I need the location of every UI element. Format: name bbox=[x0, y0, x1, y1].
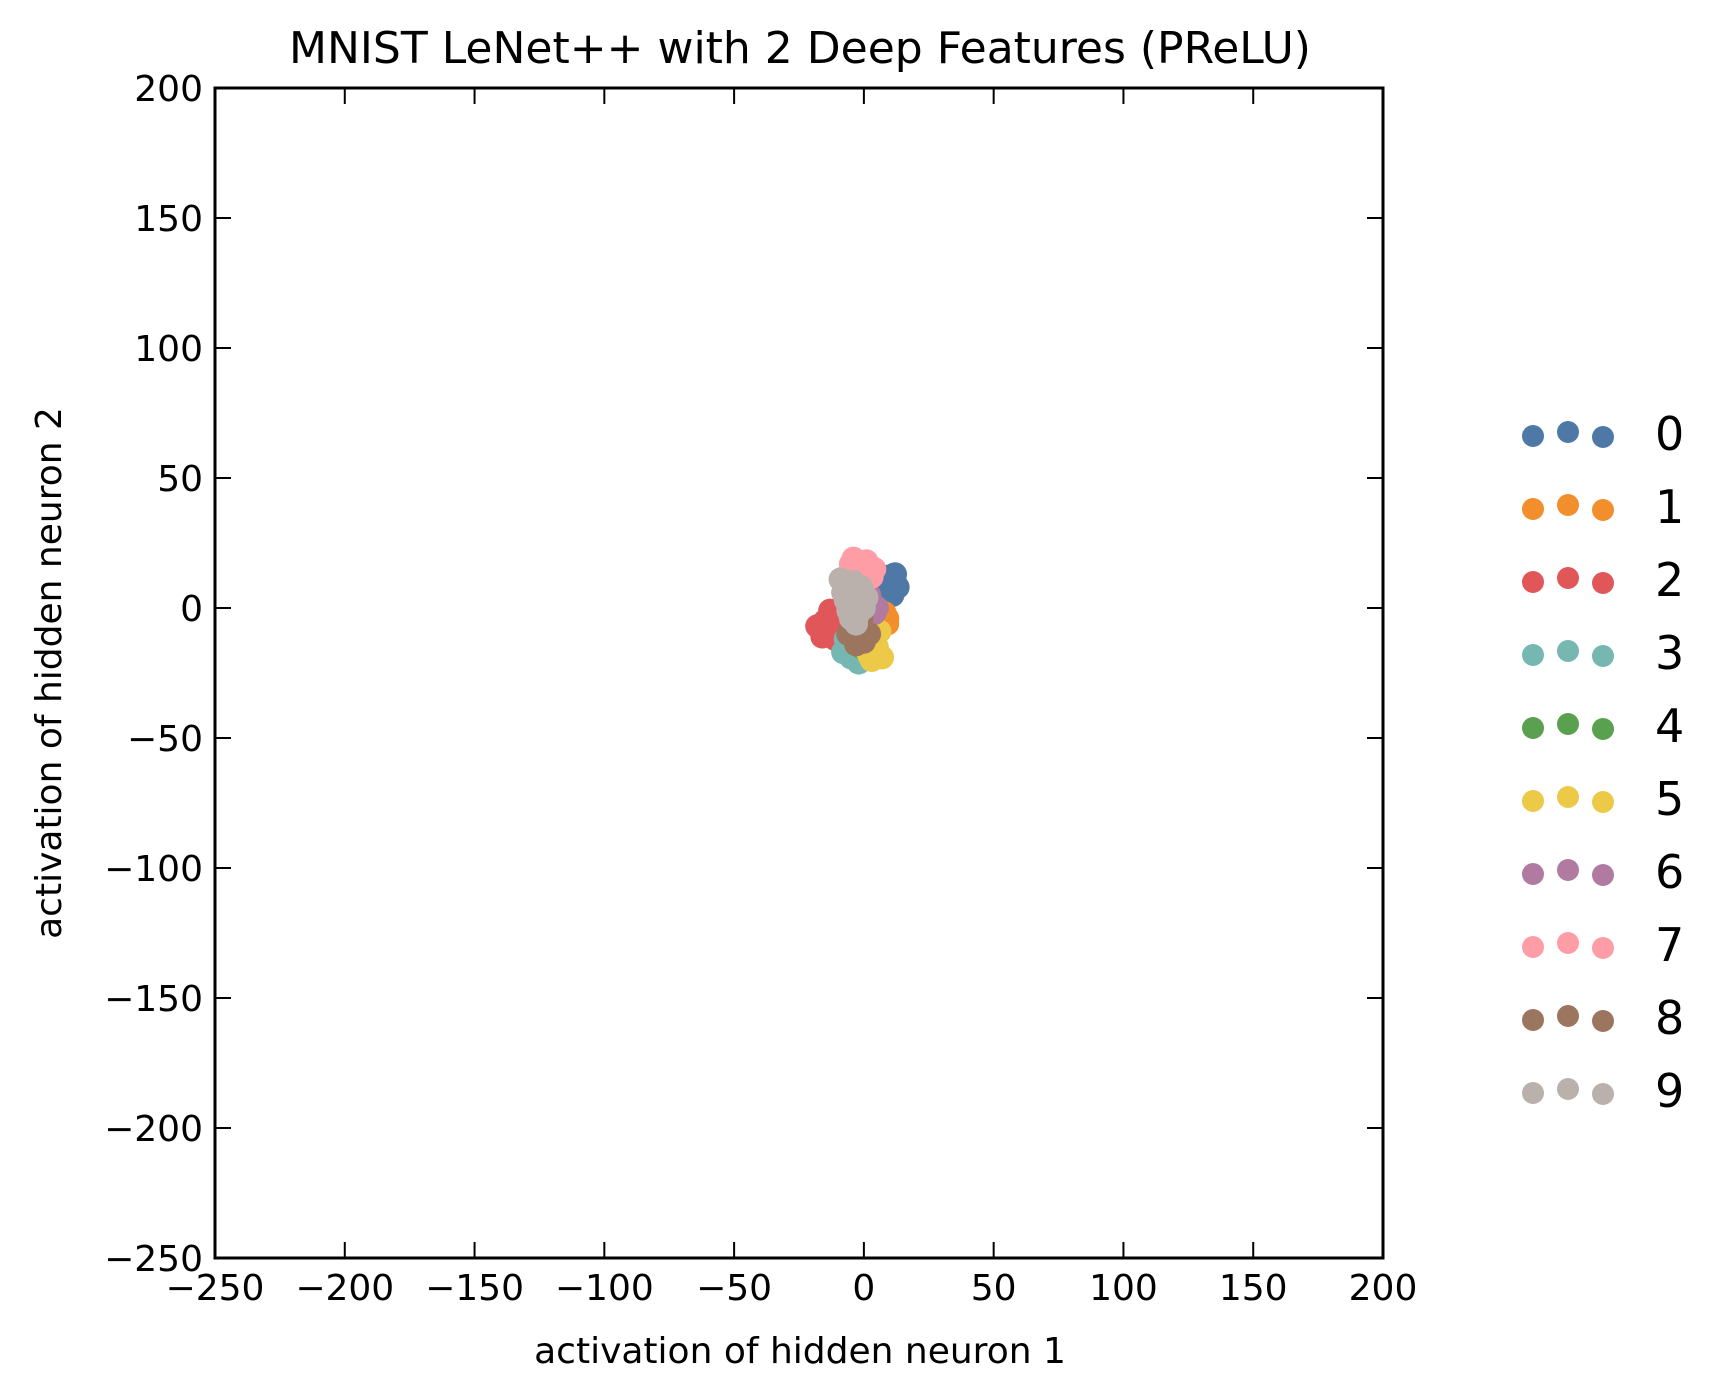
legend-marker bbox=[1592, 499, 1614, 521]
point-digit-9 bbox=[836, 598, 861, 623]
x-axis-label: activation of hidden neuron 1 bbox=[534, 1331, 1066, 1372]
legend-marker bbox=[1557, 786, 1579, 808]
legend-entry-6: 6 bbox=[1522, 845, 1684, 899]
legend-marker bbox=[1522, 498, 1544, 520]
legend-entry-9: 9 bbox=[1522, 1064, 1684, 1118]
y-tick-label: 50 bbox=[157, 459, 203, 500]
y-tick-label: −50 bbox=[127, 719, 203, 760]
x-tick-label: 200 bbox=[1349, 1268, 1418, 1309]
legend-marker bbox=[1557, 1078, 1579, 1100]
point-digit-9 bbox=[841, 570, 866, 594]
legend-marker bbox=[1557, 859, 1579, 881]
legend-label: 2 bbox=[1655, 553, 1684, 607]
legend-marker bbox=[1592, 572, 1614, 594]
legend-label: 4 bbox=[1655, 699, 1684, 753]
legend-marker bbox=[1522, 644, 1544, 666]
legend-marker bbox=[1522, 717, 1544, 739]
legend-marker bbox=[1592, 937, 1614, 959]
y-axis-label: activation of hidden neuron 2 bbox=[29, 407, 70, 939]
legend-marker bbox=[1557, 932, 1579, 954]
ticks-layer: −250 −200 −150 −100 −50 0 50 100 150 200−250−200−… bbox=[104, 69, 1417, 1309]
x-tick-label: −250 bbox=[166, 1268, 265, 1309]
legend-label: 7 bbox=[1655, 918, 1684, 972]
legend-entry-0: 0 bbox=[1522, 407, 1684, 461]
legend: 0 1 2 3 4 5 6 7 8 9 bbox=[1522, 407, 1684, 1118]
y-tick-label: 200 bbox=[134, 69, 203, 110]
legend-entry-8: 8 bbox=[1522, 991, 1684, 1045]
x-tick-label: 0 bbox=[852, 1268, 875, 1309]
legend-marker bbox=[1522, 936, 1544, 958]
legend-marker bbox=[1592, 426, 1614, 448]
y-tick-label: 0 bbox=[180, 589, 203, 630]
x-tick-label: 150 bbox=[1219, 1268, 1288, 1309]
legend-marker bbox=[1557, 713, 1579, 735]
legend-marker bbox=[1522, 1082, 1544, 1104]
legend-marker bbox=[1592, 718, 1614, 740]
legend-marker bbox=[1592, 1010, 1614, 1032]
legend-marker bbox=[1592, 791, 1614, 813]
legend-label: 5 bbox=[1655, 772, 1684, 826]
x-tick-label: 100 bbox=[1089, 1268, 1158, 1309]
x-tick-label: −150 bbox=[425, 1268, 524, 1309]
y-tick-label: −200 bbox=[104, 1109, 203, 1150]
legend-marker bbox=[1557, 494, 1579, 516]
legend-label: 3 bbox=[1655, 626, 1684, 680]
legend-entry-3: 3 bbox=[1522, 626, 1684, 680]
legend-entry-1: 1 bbox=[1522, 480, 1684, 534]
x-tick-label: −200 bbox=[295, 1268, 394, 1309]
legend-marker bbox=[1557, 640, 1579, 662]
x-tick-label: −50 bbox=[696, 1268, 772, 1309]
legend-marker bbox=[1557, 1005, 1579, 1027]
legend-label: 9 bbox=[1655, 1064, 1684, 1118]
x-tick-label: 50 bbox=[971, 1268, 1017, 1309]
legend-marker bbox=[1557, 421, 1579, 443]
legend-marker bbox=[1522, 425, 1544, 447]
legend-label: 6 bbox=[1655, 845, 1684, 899]
legend-marker bbox=[1522, 571, 1544, 593]
y-tick-label: −150 bbox=[104, 979, 203, 1020]
legend-label: 1 bbox=[1655, 480, 1684, 534]
point-digit-0 bbox=[883, 570, 908, 594]
plot-frame bbox=[213, 86, 1385, 1260]
points-layer bbox=[805, 546, 910, 675]
legend-marker bbox=[1522, 790, 1544, 812]
legend-marker bbox=[1522, 863, 1544, 885]
legend-marker bbox=[1557, 567, 1579, 589]
y-tick-label: −100 bbox=[104, 849, 203, 890]
y-tick-label: −250 bbox=[104, 1239, 203, 1280]
legend-marker bbox=[1592, 1083, 1614, 1105]
y-tick-label: 100 bbox=[134, 329, 203, 370]
legend-marker bbox=[1592, 864, 1614, 886]
legend-label: 8 bbox=[1655, 991, 1684, 1045]
chart-title: MNIST LeNet++ with 2 Deep Features (PReL… bbox=[289, 23, 1311, 74]
legend-marker bbox=[1522, 1009, 1544, 1031]
y-tick-label: 150 bbox=[134, 199, 203, 240]
legend-entry-4: 4 bbox=[1522, 699, 1684, 753]
point-digit-8 bbox=[844, 632, 869, 657]
legend-marker bbox=[1592, 645, 1614, 667]
legend-entry-2: 2 bbox=[1522, 553, 1684, 607]
x-tick-label: −100 bbox=[555, 1268, 654, 1309]
legend-entry-7: 7 bbox=[1522, 918, 1684, 972]
legend-entry-5: 5 bbox=[1522, 772, 1684, 826]
legend-label: 0 bbox=[1655, 407, 1684, 461]
